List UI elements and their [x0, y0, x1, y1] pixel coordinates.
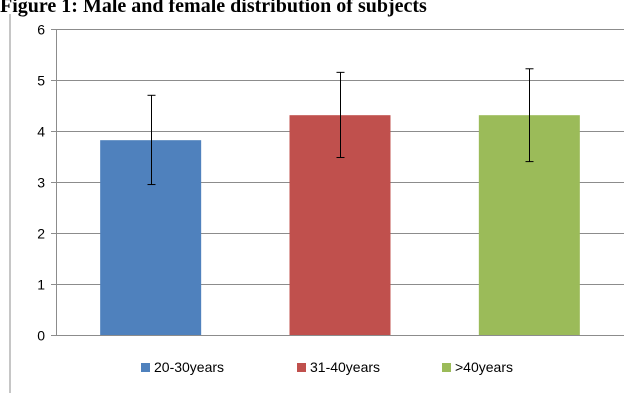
y-tick-label: 4: [37, 124, 45, 140]
legend-swatch-2: [297, 363, 306, 372]
legend-swatch-3: [442, 363, 451, 372]
bar-1: [100, 140, 202, 335]
y-tick-label: 0: [37, 328, 45, 344]
error-bars: [147, 68, 534, 186]
legend-swatch-1: [141, 363, 150, 372]
y-tick-label: 3: [37, 175, 45, 191]
bars: [100, 115, 580, 335]
legend-label-1: 20-30years: [154, 359, 224, 375]
y-axis-tick-labels: 0 1 2 3 4 5 6: [37, 22, 45, 344]
y-tick-label: 1: [37, 277, 45, 293]
legend: 20-30years 31-40years >40years: [141, 359, 513, 375]
legend-label-2: 31-40years: [310, 359, 380, 375]
y-tick-label: 2: [37, 226, 45, 242]
y-tick-label: 5: [37, 73, 45, 89]
legend-label-3: >40years: [455, 359, 513, 375]
y-tick-label: 6: [37, 22, 45, 38]
figure-caption: Figure 1: Male and female distribution o…: [0, 0, 427, 17]
